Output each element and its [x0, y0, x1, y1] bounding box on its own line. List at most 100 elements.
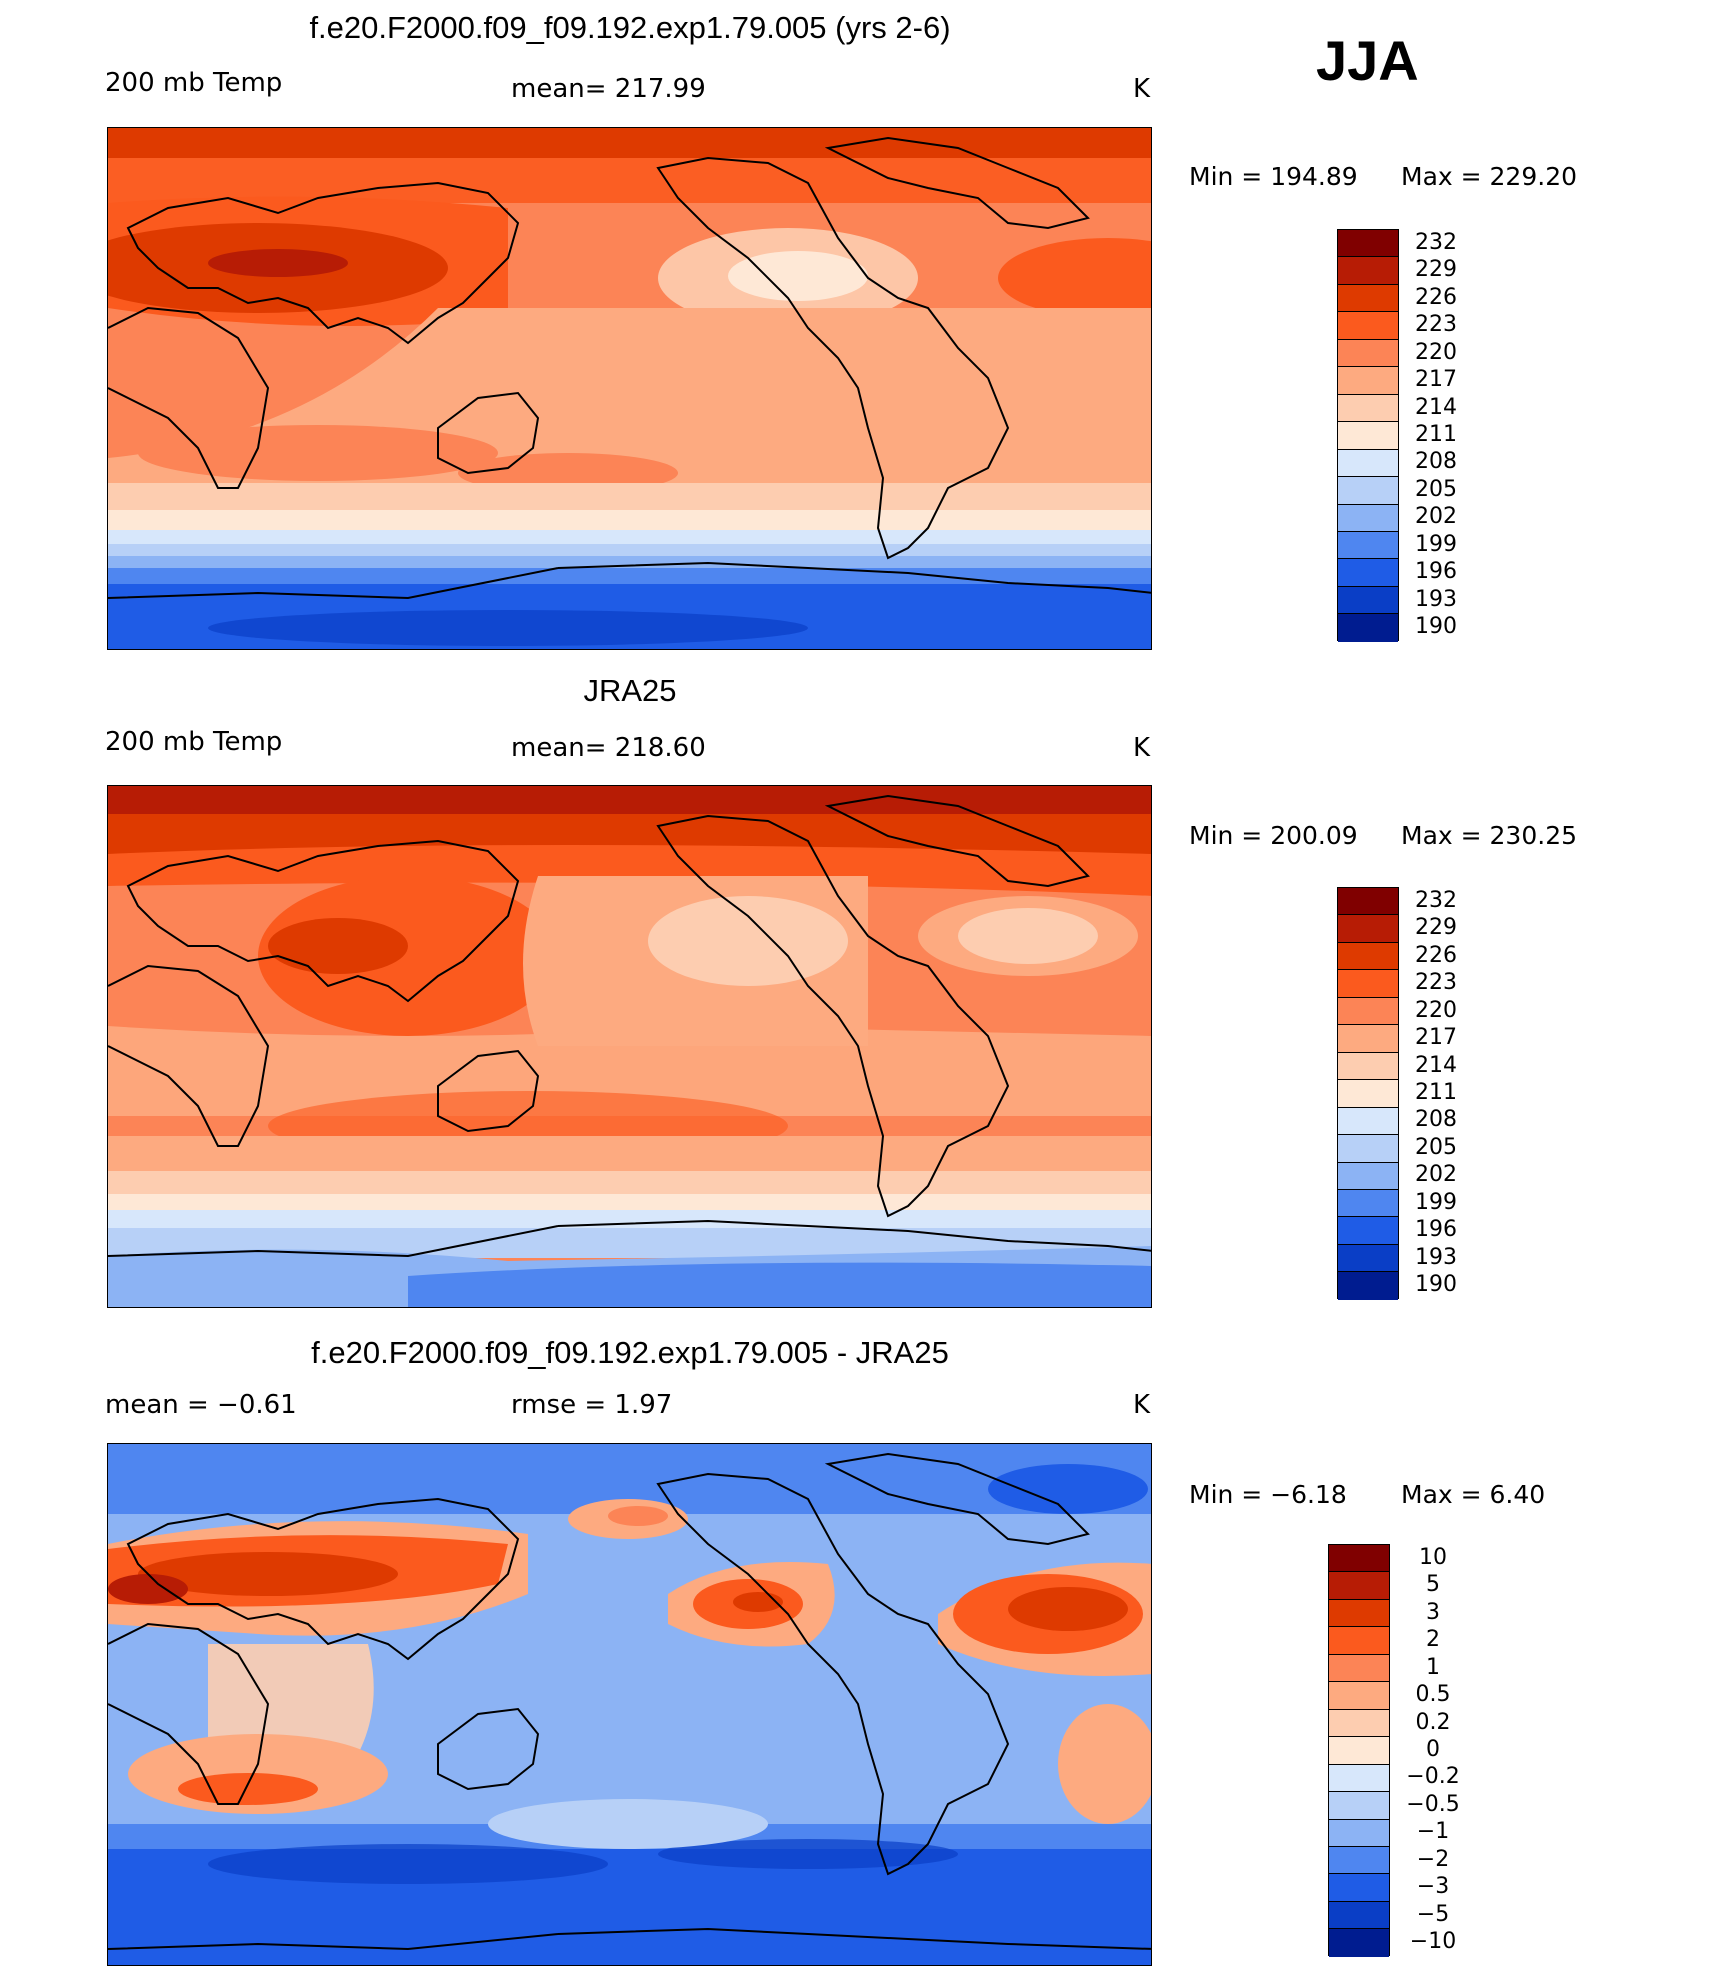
colorbar-label: 202 [1415, 504, 1457, 530]
colorbar-label: 3 [1426, 1599, 1440, 1625]
colorbar-label: 199 [1415, 1189, 1457, 1215]
colorbar-swatch [1329, 1654, 1389, 1683]
colorbar-swatch [1338, 477, 1398, 505]
colorbar-label: 211 [1415, 1080, 1457, 1105]
panel-3-colorbar [1328, 1544, 1390, 1957]
colorbar-swatch [1329, 1764, 1389, 1793]
colorbar-swatch [1329, 1572, 1389, 1600]
panel-2-min: Min = 200.09 [1189, 821, 1358, 850]
colorbar-swatch [1338, 1025, 1398, 1053]
colorbar-swatch [1338, 1272, 1398, 1300]
colorbar-swatch [1329, 1627, 1389, 1655]
colorbar-label: 199 [1415, 531, 1457, 557]
colorbar-swatch [1338, 504, 1398, 532]
colorbar-swatch [1338, 1244, 1398, 1273]
colorbar-label: 196 [1415, 559, 1457, 585]
colorbar-swatch [1329, 1819, 1389, 1847]
colorbar-swatch [1338, 339, 1398, 368]
colorbar-label: 193 [1415, 1244, 1457, 1270]
colorbar-label: 0 [1426, 1737, 1440, 1762]
panel-2-variable: 200 mb Temp [105, 727, 283, 757]
panel-3-rmse: rmse = 1.97 [511, 1390, 673, 1420]
colorbar-swatch [1329, 1599, 1389, 1628]
panel-1-max: Max = 229.20 [1401, 162, 1578, 191]
colorbar-swatch [1338, 367, 1398, 395]
colorbar-swatch [1338, 449, 1398, 478]
colorbar-swatch [1329, 1709, 1389, 1738]
colorbar-swatch [1338, 1052, 1398, 1081]
colorbar-swatch [1338, 970, 1398, 998]
colorbar-label: 232 [1415, 229, 1457, 255]
colorbar-swatch [1338, 997, 1398, 1026]
colorbar-label: 10 [1419, 1544, 1447, 1570]
colorbar-swatch [1338, 1189, 1398, 1218]
colorbar-label: 223 [1415, 312, 1457, 338]
panel-2-title: JRA25 [583, 673, 677, 708]
panel-1-colorbar [1337, 229, 1399, 642]
colorbar-label: 196 [1415, 1217, 1457, 1243]
panel-3-units: K [1133, 1390, 1151, 1420]
colorbar-swatch [1338, 531, 1398, 560]
colorbar-swatch [1338, 422, 1398, 450]
colorbar-swatch [1338, 312, 1398, 340]
colorbar-label: 190 [1415, 1272, 1457, 1298]
panel-3-min: Min = −6.18 [1189, 1480, 1347, 1509]
colorbar-swatch [1329, 1737, 1389, 1765]
panel-3-title: f.e20.F2000.f09_f09.192.exp1.79.005 - JR… [311, 1335, 949, 1370]
panel-2-max: Max = 230.25 [1401, 821, 1578, 850]
colorbar-label: 205 [1415, 1134, 1457, 1160]
panel-2-map [107, 785, 1152, 1308]
colorbar-label: 211 [1415, 422, 1457, 447]
colorbar-swatch [1338, 614, 1398, 642]
colorbar-label: 2 [1426, 1627, 1440, 1653]
panel-1-units: K [1133, 74, 1151, 104]
colorbar-label: 208 [1415, 1107, 1457, 1133]
panel-1-variable: 200 mb Temp [105, 68, 283, 98]
colorbar-swatch [1329, 1545, 1389, 1573]
colorbar-swatch [1338, 394, 1398, 423]
panel-1-map [107, 127, 1152, 650]
colorbar-label: 0.2 [1415, 1709, 1451, 1735]
colorbar-label: 0.5 [1415, 1682, 1451, 1708]
colorbar-swatch [1329, 1901, 1389, 1930]
colorbar-label: 220 [1415, 339, 1457, 365]
colorbar-label: 226 [1415, 942, 1457, 968]
colorbar-swatch [1329, 1792, 1389, 1820]
colorbar-label: 190 [1415, 614, 1457, 640]
colorbar-swatch [1338, 257, 1398, 285]
colorbar-swatch [1338, 1080, 1398, 1108]
colorbar-swatch [1338, 1217, 1398, 1245]
colorbar-swatch [1338, 1107, 1398, 1136]
colorbar-swatch [1338, 586, 1398, 615]
panel-3-map [107, 1443, 1152, 1966]
colorbar-swatch [1338, 559, 1398, 587]
panel-3-mean: mean = −0.61 [105, 1390, 297, 1420]
colorbar-label: −0.5 [1406, 1791, 1460, 1817]
panel-2-units: K [1133, 733, 1151, 763]
colorbar-label: −0.2 [1406, 1764, 1460, 1790]
colorbar-swatch [1338, 1135, 1398, 1163]
colorbar-label: 202 [1415, 1162, 1457, 1188]
colorbar-swatch [1329, 1874, 1389, 1902]
panel-1-mean: mean= 217.99 [511, 74, 706, 104]
colorbar-label: −3 [1416, 1874, 1450, 1900]
colorbar-label: 214 [1415, 1052, 1457, 1078]
colorbar-label: −1 [1416, 1819, 1450, 1845]
colorbar-swatch [1338, 1162, 1398, 1190]
colorbar-label: 220 [1415, 997, 1457, 1023]
panel-1-min: Min = 194.89 [1189, 162, 1358, 191]
colorbar-swatch [1338, 942, 1398, 971]
colorbar-label: 193 [1415, 586, 1457, 612]
colorbar-label: 229 [1415, 257, 1457, 283]
panel-2-mean: mean= 218.60 [511, 733, 706, 763]
colorbar-label: 217 [1415, 367, 1457, 393]
colorbar-swatch [1329, 1929, 1389, 1957]
panel-3-max: Max = 6.40 [1401, 1480, 1546, 1509]
colorbar-label: 223 [1415, 970, 1457, 996]
colorbar-label: −2 [1416, 1846, 1450, 1872]
colorbar-label: −5 [1416, 1901, 1450, 1927]
colorbar-swatch [1329, 1846, 1389, 1875]
colorbar-swatch [1338, 284, 1398, 313]
colorbar-label: 214 [1415, 394, 1457, 420]
colorbar-label: 205 [1415, 476, 1457, 502]
